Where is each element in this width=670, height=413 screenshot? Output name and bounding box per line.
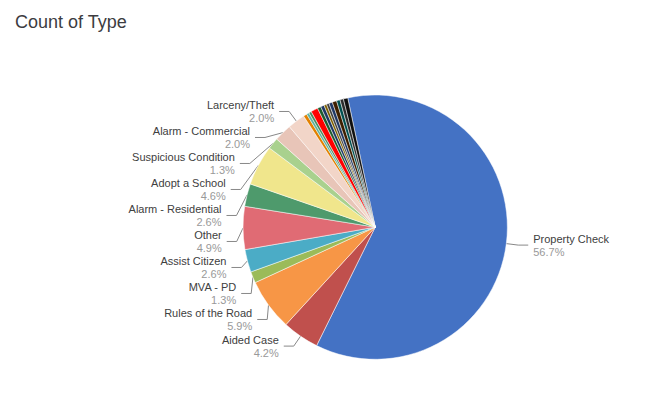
svg-text:56.7%: 56.7% <box>533 246 564 258</box>
svg-text:Property Check: Property Check <box>533 233 609 245</box>
svg-text:1.3%: 1.3% <box>210 164 235 176</box>
svg-text:4.9%: 4.9% <box>197 242 222 254</box>
svg-text:4.2%: 4.2% <box>254 347 279 359</box>
svg-text:Adopt a School: Adopt a School <box>151 177 226 189</box>
svg-text:Count of Type: Count of Type <box>15 12 127 32</box>
svg-text:Alarm - Residential: Alarm - Residential <box>129 203 222 215</box>
svg-text:2.0%: 2.0% <box>249 112 274 124</box>
svg-text:Assist Citizen: Assist Citizen <box>160 255 226 267</box>
svg-text:Alarm - Commercial: Alarm - Commercial <box>153 125 250 137</box>
svg-text:Suspicious Condition: Suspicious Condition <box>132 151 235 163</box>
svg-text:5.9%: 5.9% <box>227 320 252 332</box>
svg-text:MVA - PD: MVA - PD <box>189 281 237 293</box>
svg-text:Other: Other <box>194 229 222 241</box>
svg-text:Aided Case: Aided Case <box>222 334 279 346</box>
svg-text:2.0%: 2.0% <box>225 138 250 150</box>
svg-text:4.6%: 4.6% <box>201 190 226 202</box>
svg-text:Rules of the Road: Rules of the Road <box>164 307 252 319</box>
svg-text:Larceny/Theft: Larceny/Theft <box>207 99 274 111</box>
svg-text:2.6%: 2.6% <box>201 268 226 280</box>
svg-text:2.6%: 2.6% <box>196 216 221 228</box>
svg-text:1.3%: 1.3% <box>211 294 236 306</box>
